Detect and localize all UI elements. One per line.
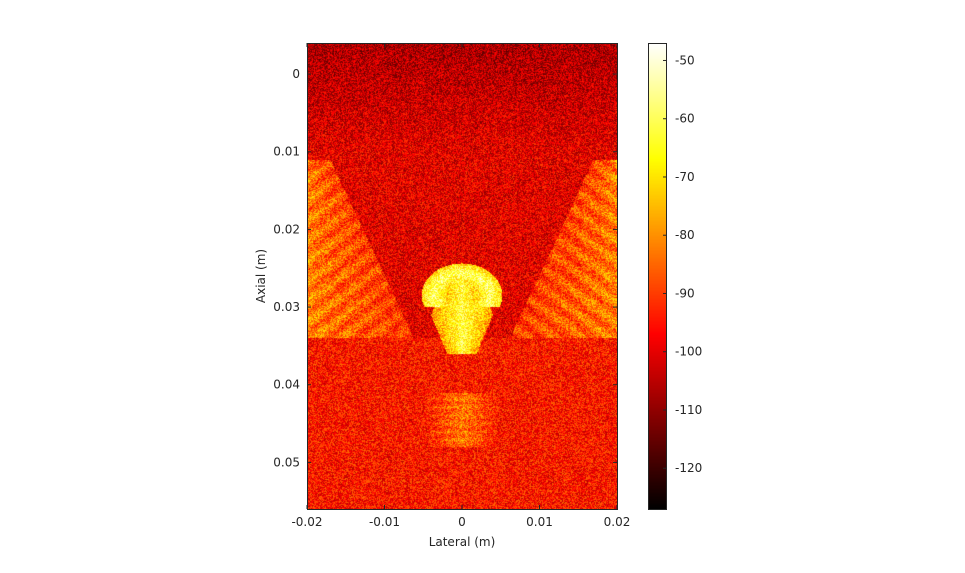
y-tick-label: 0.04 xyxy=(273,378,300,392)
colorbar-tick-label: -90 xyxy=(675,286,695,300)
y-axis: 0 0.01 0.02 0.03 0.04 0.05 xyxy=(273,67,617,469)
y-tick-label: 0 xyxy=(292,67,300,81)
x-axis: -0.02 -0.01 0 0.01 0.02 xyxy=(291,43,630,529)
colorbar-frame xyxy=(648,43,667,510)
colorbar-tick-label: -60 xyxy=(675,112,695,126)
heatmap-plot-area xyxy=(307,43,617,509)
colorbar-tick-label: -100 xyxy=(675,345,702,359)
x-axis-label: Lateral (m) xyxy=(429,535,496,549)
colorbar-axis: -50 -60 -70 -80 -90 -100 -110 -120 xyxy=(663,53,702,475)
x-tick-label: -0.01 xyxy=(369,515,400,529)
colorbar-tick-label: -80 xyxy=(675,228,695,242)
colorbar xyxy=(648,43,666,509)
x-tick-label: 0.01 xyxy=(526,515,553,529)
colorbar-tick-label: -50 xyxy=(675,53,695,67)
y-tick-label: 0.05 xyxy=(273,455,300,469)
colorbar-tick-label: -120 xyxy=(675,461,702,475)
y-tick-label: 0.02 xyxy=(273,222,300,236)
x-tick-label: 0.02 xyxy=(604,515,631,529)
x-tick-label: -0.02 xyxy=(291,515,322,529)
colorbar-tick-label: -70 xyxy=(675,170,695,184)
y-axis-label: Axial (m) xyxy=(254,249,268,303)
x-tick-label: 0 xyxy=(458,515,466,529)
y-tick-label: 0.01 xyxy=(273,145,300,159)
colorbar-tick-label: -110 xyxy=(675,403,702,417)
y-tick-label: 0.03 xyxy=(273,300,300,314)
